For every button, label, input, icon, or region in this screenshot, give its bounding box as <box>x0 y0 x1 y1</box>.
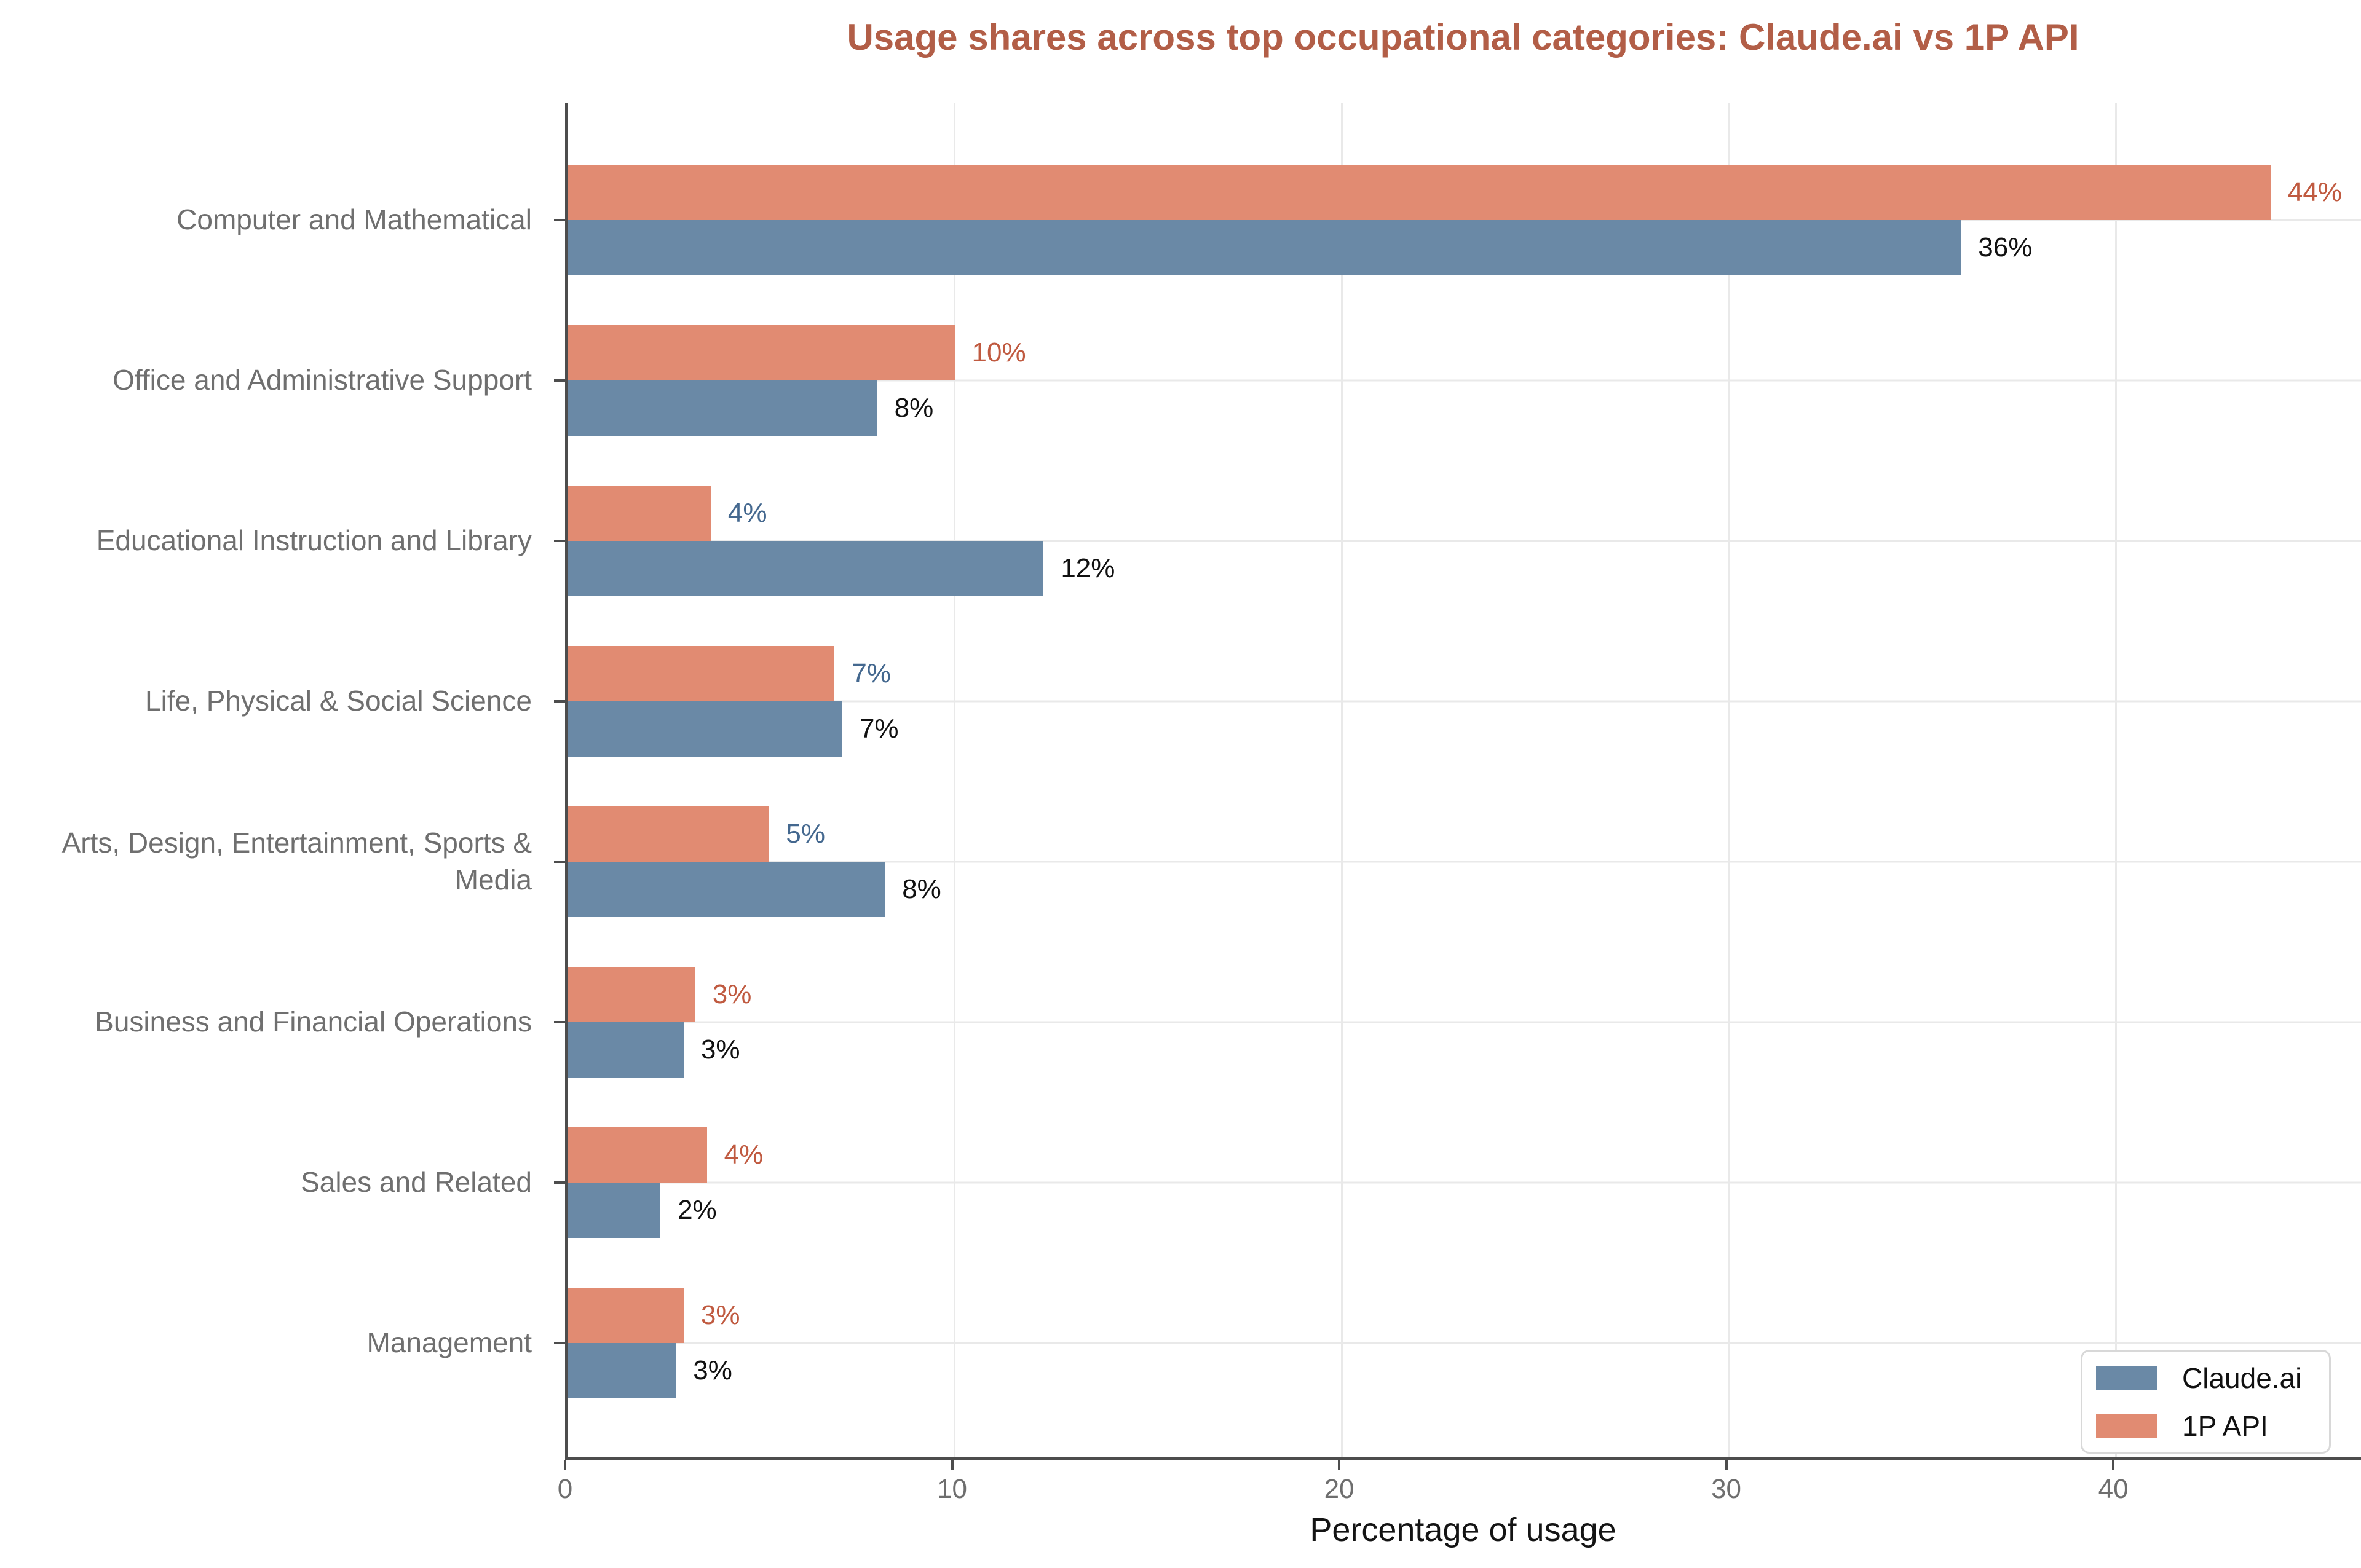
bar-1p-api <box>568 1288 684 1343</box>
legend-item-1p-api: 1P API <box>2096 1409 2316 1443</box>
legend-label: Claude.ai <box>2182 1361 2302 1394</box>
x-tick <box>1725 1460 1728 1470</box>
bar-claude <box>568 862 885 917</box>
grid-line-horizontal <box>568 540 2361 542</box>
category-label: Life, Physical & Social Science <box>145 685 532 717</box>
value-label-claude: 2% <box>678 1195 717 1225</box>
category-label: Management <box>366 1326 532 1359</box>
x-tick <box>951 1460 954 1470</box>
bar-claude <box>568 1183 661 1238</box>
legend-swatch-claude <box>2096 1366 2157 1390</box>
bar-1p-api <box>568 1127 707 1183</box>
grid-line-horizontal <box>568 1021 2361 1023</box>
value-label-claude: 3% <box>700 1034 740 1065</box>
bar-1p-api <box>568 646 835 701</box>
y-axis-category-labels: Computer and Mathematical Office and Admi… <box>0 103 542 1457</box>
bar-claude <box>568 220 1961 275</box>
grid-line-horizontal <box>568 1342 2361 1344</box>
x-tick <box>2112 1460 2115 1470</box>
value-label-1p-api: 44% <box>2287 177 2342 207</box>
bar-claude <box>568 541 1044 596</box>
value-label-claude: 36% <box>1978 232 2033 262</box>
legend-swatch-1p-api <box>2096 1414 2157 1438</box>
bar-1p-api <box>568 967 695 1022</box>
value-label-1p-api: 5% <box>786 819 825 849</box>
value-label-claude: 8% <box>902 874 941 904</box>
y-tick <box>554 379 565 382</box>
grid-line-vertical <box>1728 103 1730 1457</box>
value-label-1p-api: 10% <box>971 337 1026 368</box>
bar-claude <box>568 1343 676 1398</box>
bar-1p-api <box>568 806 769 862</box>
grid-line-vertical <box>954 103 956 1457</box>
bar-claude <box>568 701 842 757</box>
y-tick <box>554 1021 565 1023</box>
category-label: Office and Administrative Support <box>113 364 532 396</box>
grid-line-vertical <box>1340 103 1343 1457</box>
value-label-claude: 12% <box>1061 553 1115 583</box>
category-label: Computer and Mathematical <box>176 203 532 236</box>
value-label-claude: 8% <box>894 393 934 423</box>
x-tick-label: 0 <box>557 1474 573 1504</box>
category-label: Sales and Related <box>301 1166 532 1199</box>
legend: Claude.ai 1P API <box>2081 1350 2331 1454</box>
bar-claude <box>568 1022 684 1078</box>
x-axis-label: Percentage of usage <box>1310 1511 1616 1548</box>
value-label-1p-api: 3% <box>712 979 752 1009</box>
bar-1p-api <box>568 165 2271 220</box>
y-tick <box>554 219 565 221</box>
y-tick <box>554 540 565 542</box>
grid-line-horizontal <box>568 861 2361 863</box>
x-tick-label: 10 <box>937 1474 967 1504</box>
chart-title: Usage shares across top occupational cat… <box>847 17 2079 58</box>
plot-area: 44% 36% 10% 8% 4% 12% 7% 7% 5% 8% 3% 3% 4% 2% 3% 3% <box>565 103 2361 1460</box>
value-label-1p-api: 4% <box>724 1140 764 1170</box>
x-tick <box>1338 1460 1341 1470</box>
value-label-1p-api: 4% <box>727 498 767 528</box>
x-tick-label: 40 <box>2098 1474 2129 1504</box>
y-tick <box>554 861 565 863</box>
value-label-1p-api: 3% <box>700 1300 740 1330</box>
value-label-claude: 3% <box>693 1355 732 1385</box>
category-label: Educational Instruction and Library <box>96 524 532 557</box>
category-label: Business and Financial Operations <box>95 1006 532 1038</box>
value-label-1p-api: 7% <box>852 658 891 688</box>
grid-line-horizontal <box>568 379 2361 382</box>
bar-claude <box>568 380 877 436</box>
x-tick-label: 20 <box>1324 1474 1355 1504</box>
bar-1p-api <box>568 325 955 380</box>
y-tick <box>554 1342 565 1344</box>
grid-line-horizontal <box>568 700 2361 703</box>
value-label-claude: 7% <box>859 714 899 744</box>
legend-label: 1P API <box>2182 1409 2268 1442</box>
y-tick <box>554 1181 565 1184</box>
x-tick-label: 30 <box>1711 1474 1742 1504</box>
grid-line-horizontal <box>568 1181 2361 1184</box>
legend-item-claude: Claude.ai <box>2096 1361 2316 1395</box>
grid-line-vertical <box>2114 103 2117 1457</box>
bar-1p-api <box>568 486 711 541</box>
y-tick <box>554 700 565 703</box>
category-label: Arts, Design, Entertainment, Sports & Me… <box>61 827 532 896</box>
x-tick <box>564 1460 566 1470</box>
